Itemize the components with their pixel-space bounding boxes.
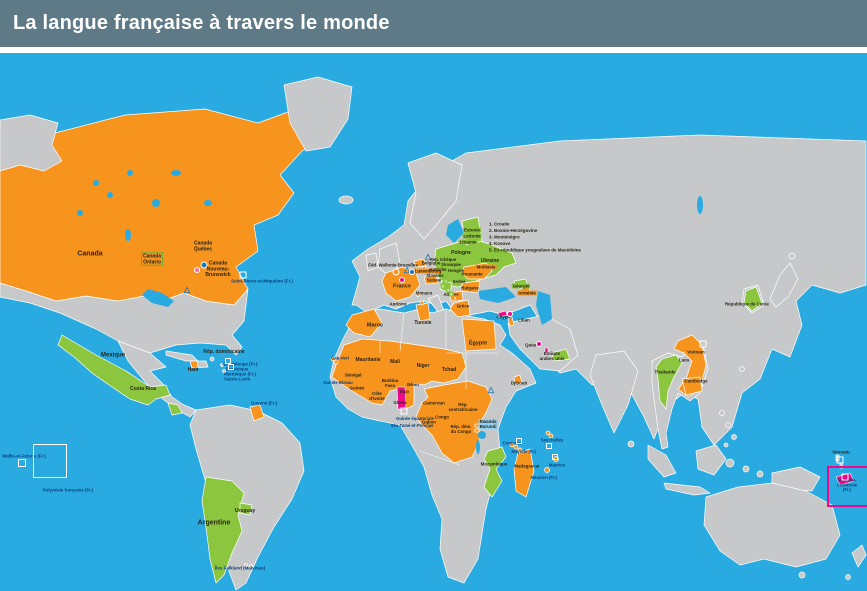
territory-new-caledonia <box>835 472 855 486</box>
region-iceland <box>338 195 354 205</box>
header-bar: La langue française à travers le monde <box>0 0 867 47</box>
region-ireland <box>365 252 379 272</box>
region-scandinavia <box>407 152 463 240</box>
country-ghana <box>396 386 407 410</box>
region-cuba <box>165 350 199 362</box>
country-argentina <box>201 476 245 584</box>
country-canada <box>0 108 333 306</box>
world-map-svg <box>0 76 867 591</box>
country-djibouti <box>513 374 523 385</box>
country-mozambique <box>483 446 507 498</box>
country-cambodia <box>681 376 703 396</box>
country-uae <box>551 348 571 362</box>
world-map: Canada Canada Ontario Canada Québec Canada Nou… <box>0 53 867 591</box>
country-uruguay <box>239 502 253 516</box>
region-japan <box>769 262 799 308</box>
country-morocco <box>345 308 383 338</box>
country-haiti <box>189 360 199 369</box>
country-belgium <box>413 258 427 268</box>
country-egypt <box>461 318 497 352</box>
country-mexico <box>57 334 171 406</box>
region-west-africa <box>331 338 467 410</box>
region-alaska <box>0 114 63 172</box>
country-bulgaria <box>461 280 481 294</box>
region-australia <box>703 482 841 568</box>
country-lebanon <box>507 316 515 327</box>
region-greenland <box>283 76 353 152</box>
country-greece <box>449 299 471 318</box>
region-central-africa <box>415 380 493 464</box>
country-thailand <box>655 354 683 410</box>
country-france <box>381 266 421 302</box>
header-divider <box>0 47 867 53</box>
country-burundi <box>474 428 480 433</box>
country-switzerland <box>423 274 439 285</box>
country-qatar <box>544 347 549 354</box>
region-baltics <box>461 216 483 246</box>
region-central-america <box>117 340 197 418</box>
country-madagascar <box>513 448 535 498</box>
region-india <box>589 350 639 434</box>
country-costa-rica <box>167 402 183 416</box>
territory-guyane <box>249 404 265 422</box>
page-title: La langue française à travers le monde <box>13 12 390 34</box>
country-south-korea <box>743 286 763 312</box>
country-rwanda <box>474 423 480 428</box>
region-albania-macedonia <box>449 290 464 302</box>
region-south-america <box>189 404 305 591</box>
